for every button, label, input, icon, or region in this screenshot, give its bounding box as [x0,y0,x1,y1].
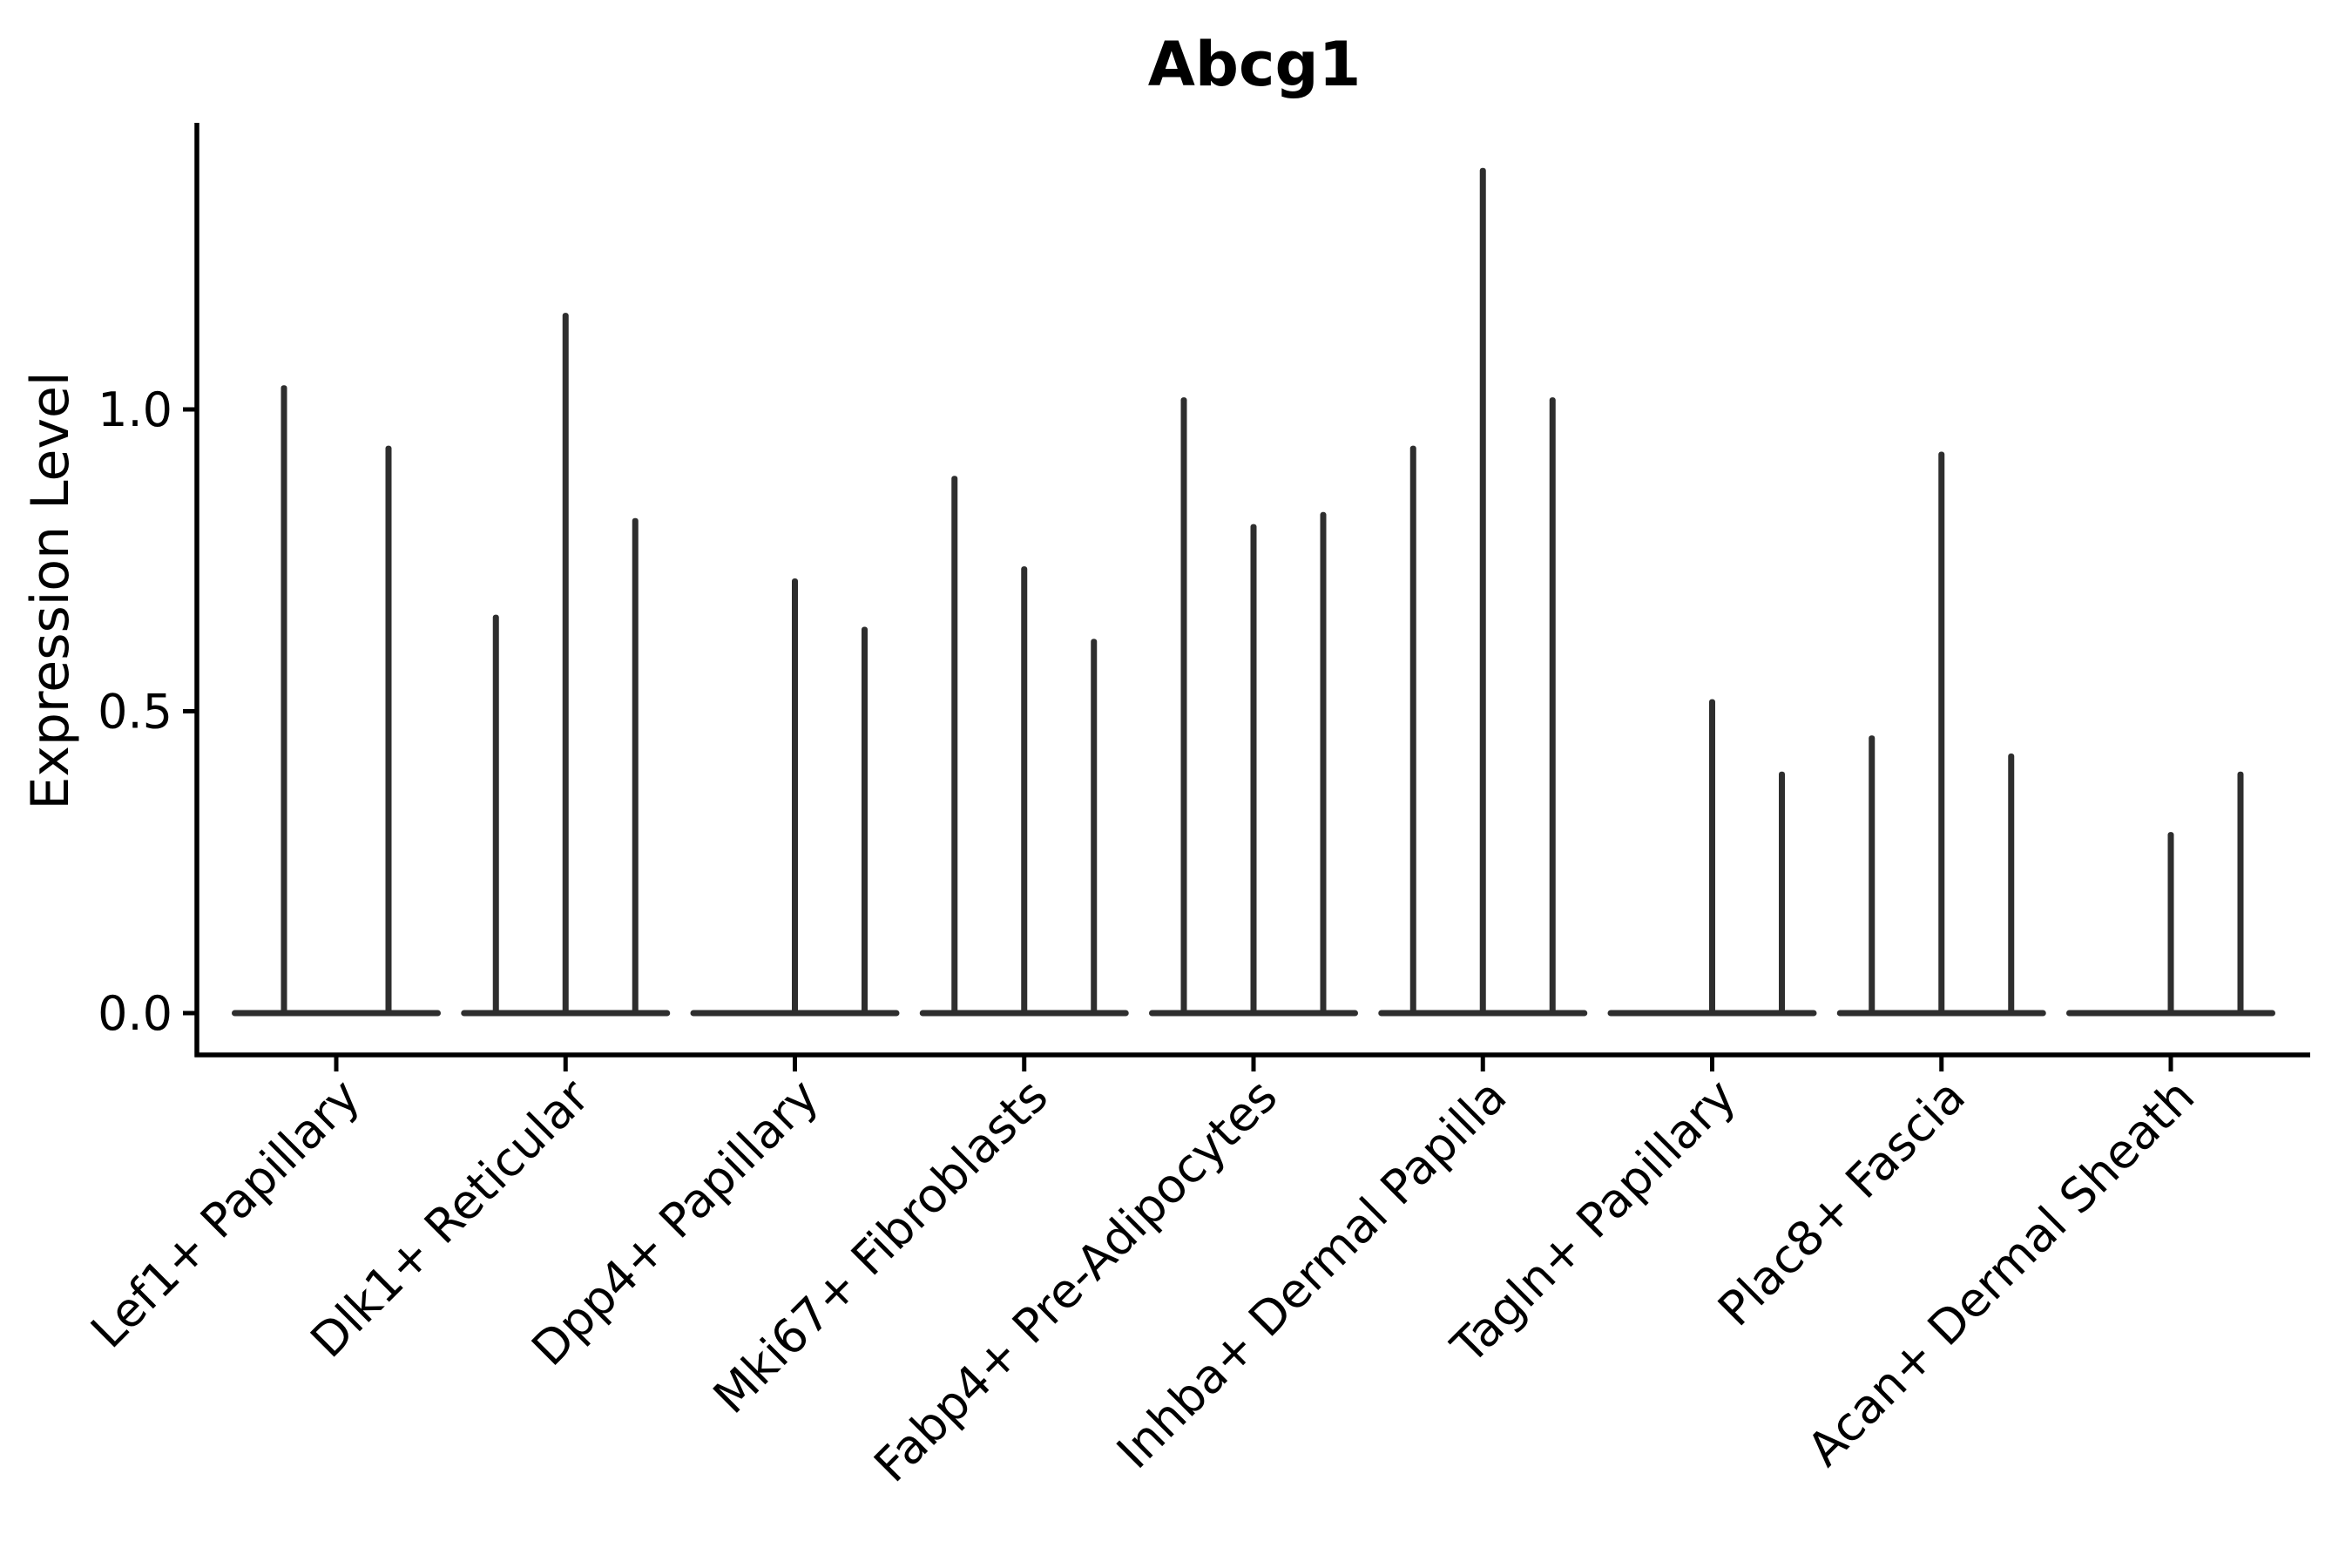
violin-spike [1250,524,1257,1015]
violin-spike [632,517,639,1015]
violin-spike [1021,566,1028,1015]
x-category-label: Fabp4+ Pre-Adipocytes [863,1069,1288,1493]
violin-spike [1320,511,1327,1015]
violin-spike [1091,639,1098,1015]
violin-base [232,1010,441,1017]
violin-spike [2008,754,2015,1015]
violin-spike [792,578,798,1015]
y-tick-label: 1.0 [98,382,172,437]
violin-spike [1409,445,1416,1016]
violin-spike [1869,735,1876,1015]
violin-spike [951,476,958,1015]
violin-spike [385,445,392,1016]
violin-spike [2167,832,2174,1015]
violin-spike [1479,167,1486,1016]
x-category-label: Plac8+ Fascia [1707,1069,1976,1337]
violin-spike [1180,397,1187,1015]
violin-spike [492,614,499,1015]
y-tick-label: 0.5 [98,685,172,740]
plot-title: Abcg1 [1148,29,1362,100]
x-category-label: Inhba+ Dermal Papilla [1106,1069,1517,1479]
violin-spike [1938,451,1945,1015]
violin-spike [562,313,569,1015]
violin-spike [1779,771,1785,1015]
violin-spike [280,385,287,1015]
y-axis-label: Expression Level [20,371,81,809]
violin-spike [1549,397,1556,1015]
violin-spike [2237,771,2244,1015]
violin-spike [862,626,868,1015]
y-tick-label: 0.0 [98,986,172,1041]
violins-layer [232,167,2275,1017]
violin-spike [1709,699,1715,1015]
x-category-label: Acan+ Dermal Sheath [1797,1069,2205,1477]
